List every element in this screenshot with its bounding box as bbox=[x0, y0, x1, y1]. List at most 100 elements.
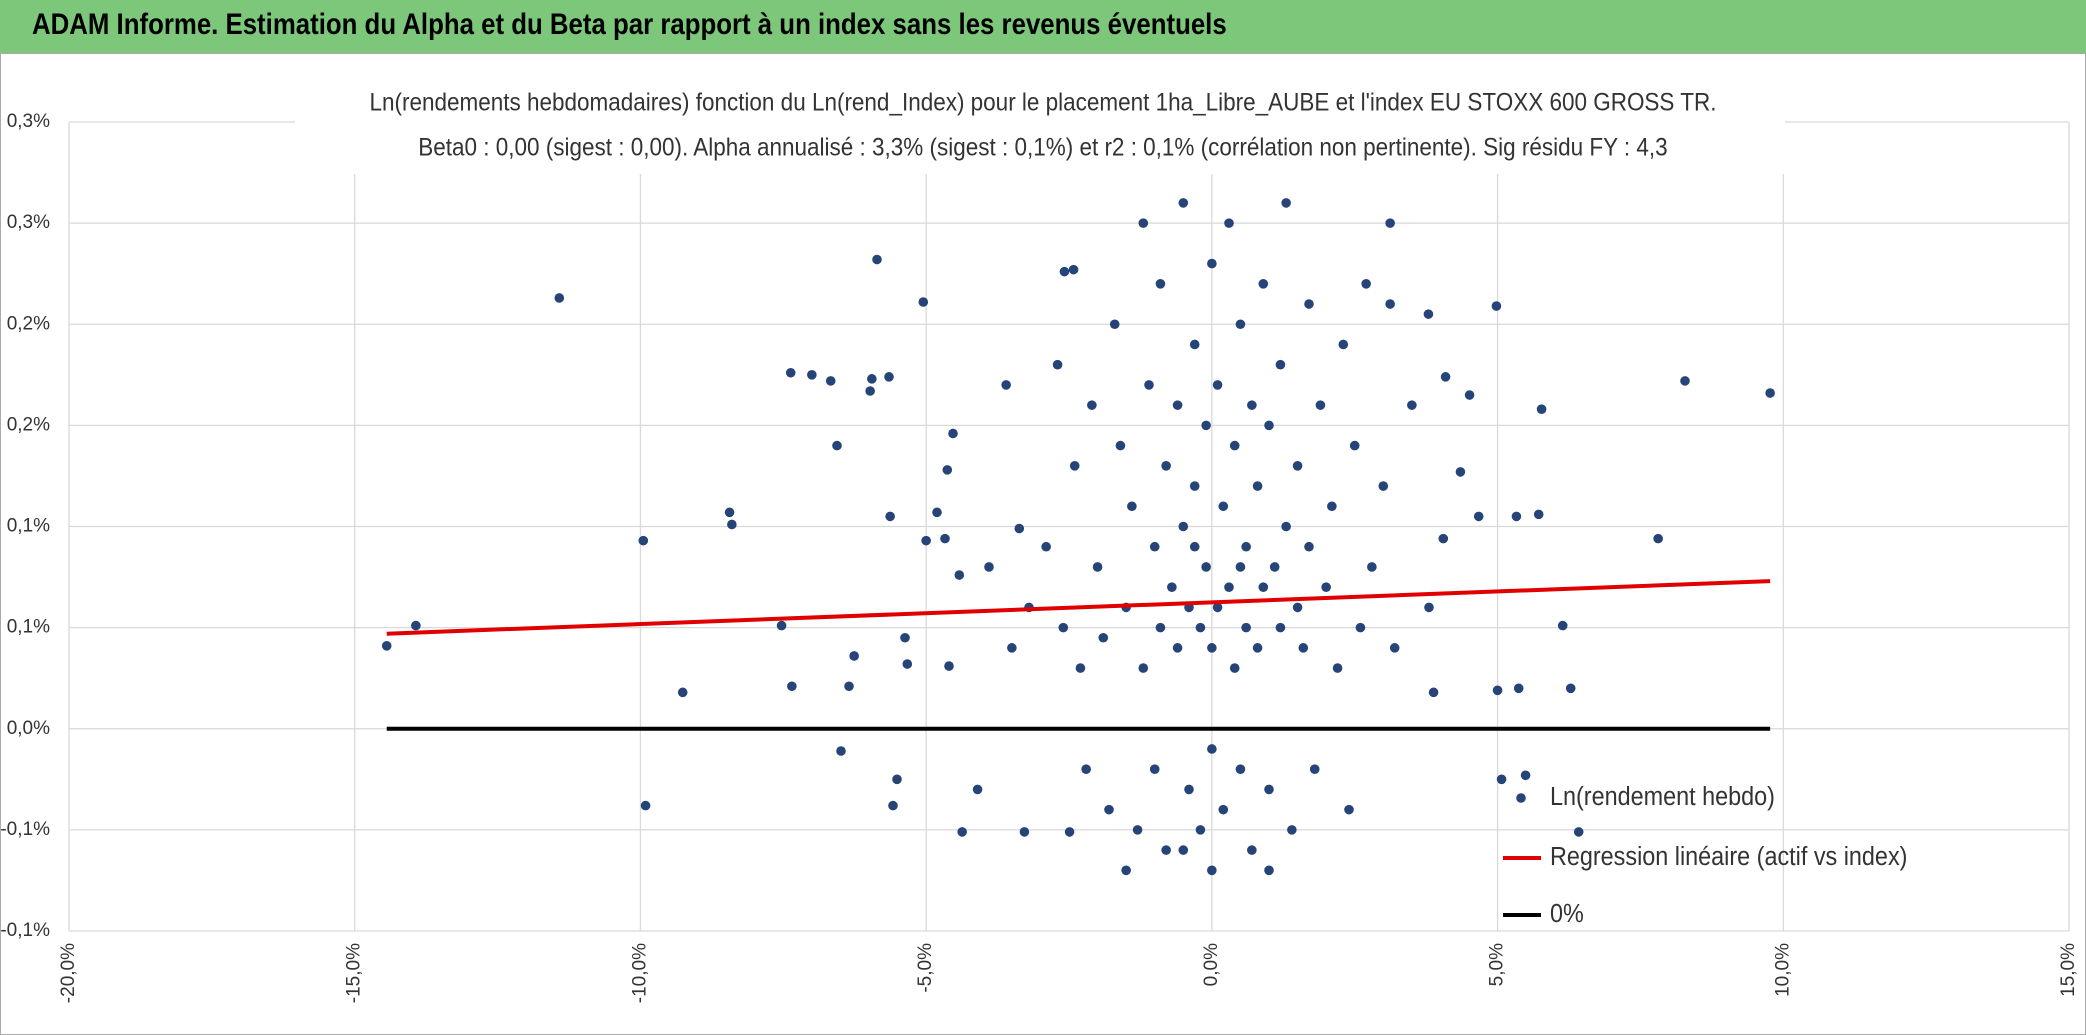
point bbox=[1155, 279, 1166, 289]
point bbox=[1007, 643, 1017, 653]
point bbox=[1201, 562, 1211, 572]
point bbox=[984, 562, 994, 572]
point bbox=[1327, 501, 1337, 512]
point bbox=[1149, 541, 1160, 552]
point bbox=[1385, 218, 1395, 228]
point bbox=[1235, 319, 1246, 330]
point bbox=[1264, 865, 1274, 876]
point bbox=[1344, 804, 1354, 815]
point bbox=[1178, 845, 1189, 855]
point bbox=[1321, 582, 1331, 592]
point bbox=[1389, 643, 1400, 653]
point bbox=[1235, 764, 1246, 774]
point bbox=[1258, 582, 1269, 592]
point bbox=[954, 570, 965, 580]
point bbox=[1212, 380, 1223, 390]
point bbox=[849, 651, 859, 661]
point bbox=[1298, 643, 1309, 653]
point bbox=[872, 254, 882, 265]
point bbox=[1087, 400, 1097, 410]
point bbox=[785, 367, 796, 378]
point bbox=[1144, 380, 1154, 390]
point bbox=[1058, 622, 1069, 633]
point bbox=[1207, 865, 1217, 876]
point bbox=[1161, 845, 1171, 855]
y-tick-label: 0,0% bbox=[7, 718, 50, 739]
point bbox=[918, 297, 929, 307]
point bbox=[1247, 845, 1257, 855]
point bbox=[1440, 372, 1451, 382]
point bbox=[1068, 264, 1079, 275]
point bbox=[1258, 279, 1269, 289]
y-tick-label: 0,1% bbox=[7, 516, 50, 537]
point bbox=[1081, 764, 1091, 774]
point bbox=[1001, 380, 1011, 390]
point bbox=[1275, 359, 1286, 370]
point bbox=[1207, 258, 1217, 269]
point bbox=[832, 440, 842, 451]
point bbox=[1438, 533, 1449, 544]
point bbox=[932, 507, 942, 518]
y-tick-label: 0,3% bbox=[7, 111, 50, 132]
point bbox=[1075, 663, 1086, 673]
x-tick-label: 10,0% bbox=[1772, 943, 1793, 997]
point bbox=[884, 372, 894, 382]
point bbox=[1264, 784, 1274, 795]
point bbox=[1229, 440, 1240, 451]
point bbox=[1172, 400, 1183, 410]
point bbox=[1184, 784, 1194, 795]
point bbox=[1536, 404, 1547, 414]
point bbox=[1115, 440, 1126, 451]
point bbox=[1557, 620, 1568, 631]
point bbox=[1195, 622, 1206, 633]
point bbox=[1496, 774, 1507, 785]
point bbox=[1161, 461, 1171, 471]
point bbox=[1178, 521, 1189, 532]
point bbox=[807, 370, 817, 380]
point bbox=[1207, 643, 1217, 653]
legend-label: Ln(rendement hebdo) bbox=[1550, 783, 1775, 811]
point bbox=[1428, 687, 1439, 698]
point bbox=[1189, 541, 1200, 552]
point bbox=[1207, 744, 1217, 754]
point bbox=[1149, 764, 1160, 774]
point bbox=[972, 784, 983, 795]
point bbox=[1252, 643, 1263, 653]
point bbox=[1098, 632, 1109, 643]
point bbox=[1533, 509, 1544, 520]
point bbox=[1491, 301, 1502, 311]
point bbox=[1092, 562, 1103, 572]
point bbox=[836, 746, 846, 756]
point bbox=[1332, 663, 1343, 673]
point bbox=[948, 428, 958, 439]
x-tick-label: -15,0% bbox=[344, 943, 365, 1003]
point bbox=[1361, 279, 1371, 289]
point bbox=[1014, 523, 1025, 534]
point bbox=[1195, 825, 1206, 835]
point bbox=[892, 774, 902, 785]
point bbox=[1109, 319, 1120, 330]
point bbox=[1052, 359, 1063, 370]
chart-subtitle: Beta0 : 0,00 (sigest : 0,00). Alpha annu… bbox=[418, 134, 1667, 162]
header: ADAM Informe. Estimation du Alpha et du … bbox=[0, 0, 2086, 53]
point bbox=[1127, 501, 1137, 512]
y-tick-label: 0,3% bbox=[7, 212, 50, 233]
point bbox=[1269, 562, 1280, 572]
point bbox=[787, 681, 797, 692]
point bbox=[1178, 198, 1189, 208]
point bbox=[1252, 481, 1263, 491]
point bbox=[1423, 309, 1434, 319]
point bbox=[1218, 501, 1229, 512]
point bbox=[865, 386, 875, 396]
point bbox=[1172, 643, 1183, 653]
point bbox=[1367, 562, 1377, 572]
point bbox=[1275, 622, 1286, 633]
point bbox=[1355, 622, 1366, 633]
point bbox=[1455, 467, 1466, 477]
point bbox=[1315, 400, 1326, 410]
point bbox=[1241, 622, 1251, 633]
point bbox=[776, 620, 787, 631]
point bbox=[944, 661, 954, 671]
point bbox=[844, 681, 854, 692]
